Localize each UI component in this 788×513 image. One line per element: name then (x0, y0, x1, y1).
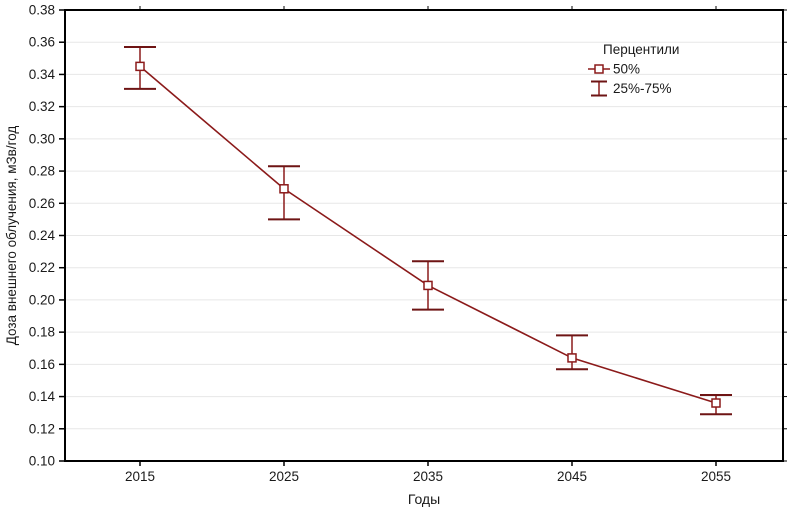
y-tick-label: 0.28 (29, 164, 55, 179)
y-tick-label: 0.30 (29, 131, 55, 146)
y-axis-title: Доза внешнего облучения, мЗв/год (4, 126, 19, 346)
y-tick-label: 0.38 (29, 3, 55, 18)
data-point-marker (711, 398, 721, 408)
y-tick-label: 0.12 (29, 421, 55, 436)
y-tick-label: 0.32 (29, 99, 55, 114)
data-point-marker (279, 184, 289, 194)
y-tick-label: 0.34 (29, 67, 56, 82)
x-tick-label: 2035 (413, 469, 443, 484)
x-tick-label: 2015 (125, 469, 155, 484)
y-tick-label: 0.24 (29, 228, 56, 243)
y-tick-label: 0.36 (29, 35, 55, 50)
y-tick-label: 0.20 (29, 292, 55, 307)
y-tick-label: 0.26 (29, 196, 55, 211)
data-point-marker (135, 61, 145, 72)
data-point-marker (423, 280, 433, 291)
x-tick-label: 2045 (557, 469, 587, 484)
legend-title: Перцентили (603, 42, 679, 57)
x-axis-title: Годы (408, 491, 440, 507)
legend-item-label: 25%-75% (613, 81, 672, 96)
series-line (139, 65, 717, 404)
x-tick-label: 2025 (269, 469, 299, 484)
y-tick-label: 0.18 (29, 325, 55, 340)
legend-item-label: 50% (613, 62, 640, 77)
y-tick-label: 0.14 (29, 389, 56, 404)
y-tick-label: 0.10 (29, 454, 55, 469)
data-point-marker (567, 353, 577, 363)
x-tick-label: 2055 (701, 469, 731, 484)
y-tick-label: 0.22 (29, 260, 55, 275)
y-tick-label: 0.16 (29, 357, 55, 372)
square-marker-icon (594, 64, 604, 74)
